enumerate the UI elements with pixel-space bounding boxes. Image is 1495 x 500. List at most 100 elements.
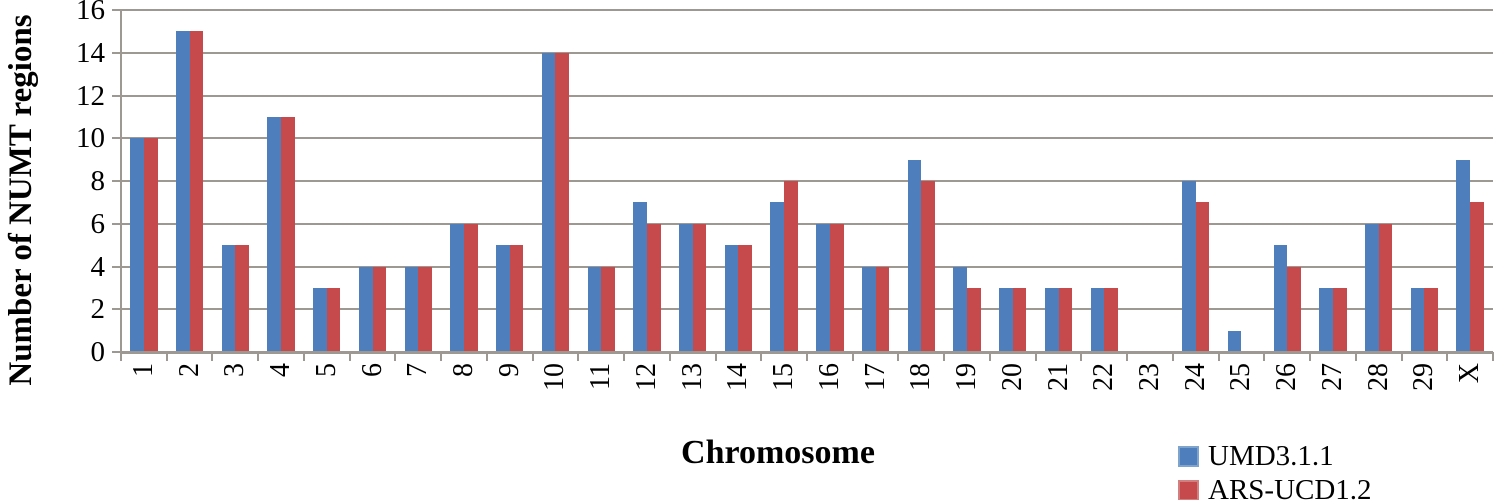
x-tick-17 [897, 352, 900, 361]
gridline-4 [121, 265, 1493, 268]
bar-umd311-chr16 [816, 223, 830, 352]
bar-umd311-chr29 [1410, 287, 1425, 352]
bar-arsucd12-chrx [1470, 202, 1484, 352]
y-tick-12 [112, 94, 121, 97]
x-tick-6 [394, 352, 397, 361]
y-tick-label-16: 16 [76, 0, 105, 26]
bar-umd311-chr15 [770, 202, 785, 352]
gridline-16 [121, 9, 1493, 11]
x-tick-label-x: X [1454, 363, 1486, 384]
y-tick-label-6: 6 [90, 207, 106, 240]
y-tick-2 [112, 308, 121, 311]
bar-umd311-chr4 [267, 116, 282, 352]
bar-umd311-chr27 [1319, 287, 1333, 352]
bar-umd311-chr12 [633, 202, 647, 352]
x-tick-label-11: 11 [585, 363, 617, 390]
bar-umd311-chr7 [404, 266, 419, 352]
bar-umd311-chr20 [999, 287, 1013, 352]
y-tick-label-8: 8 [90, 165, 106, 197]
x-tick-label-25: 25 [1225, 363, 1257, 391]
x-tick-9 [531, 352, 534, 361]
x-tick-3 [257, 352, 260, 361]
bar-umd311-chr2 [175, 31, 190, 352]
x-tick-label-23: 23 [1134, 363, 1165, 391]
x-tick-label-7: 7 [402, 363, 434, 377]
x-tick-0 [120, 352, 122, 361]
legend-label-umd311: UMD3.1.1 [1208, 440, 1334, 472]
y-tick-label-0: 0 [90, 336, 106, 368]
x-tick-label-3: 3 [219, 363, 251, 377]
gridline-14 [121, 51, 1493, 54]
x-tick-22 [1126, 352, 1129, 361]
gridline-10 [121, 137, 1493, 140]
bar-arsucd12-chr6 [372, 266, 387, 352]
bar-arsucd12-chr16 [829, 223, 844, 352]
x-tick-15 [806, 352, 808, 361]
bar-umd311-chr9 [496, 245, 510, 352]
x-tick-5 [348, 352, 351, 361]
x-tick-8 [485, 352, 488, 361]
x-tick-label-16: 16 [813, 363, 845, 391]
x-tick-label-13: 13 [676, 363, 708, 391]
x-tick-label-8: 8 [448, 363, 479, 377]
bar-umd311-chrx [1456, 159, 1471, 352]
x-tick-label-1: 1 [127, 363, 159, 377]
x-tick-label-27: 27 [1316, 363, 1348, 391]
x-tick-14 [760, 352, 763, 361]
y-tick-4 [112, 265, 121, 268]
bar-umd311-chr21 [1044, 287, 1059, 352]
legend-item-arsucd12: ARS-UCD1.2 [1178, 476, 1372, 500]
y-tick-14 [112, 51, 121, 54]
gridline-6 [121, 222, 1493, 225]
x-tick-label-15: 15 [768, 363, 800, 391]
bar-umd311-chr3 [221, 245, 236, 352]
bar-arsucd12-chr28 [1378, 223, 1393, 352]
bar-arsucd12-chr1 [143, 138, 158, 352]
bar-arsucd12-chr8 [464, 223, 478, 352]
x-tick-27 [1354, 352, 1357, 361]
bar-arsucd12-chr11 [601, 266, 615, 352]
x-tick-label-20: 20 [996, 363, 1028, 391]
y-tick-label-10: 10 [76, 122, 105, 155]
bar-umd311-chr17 [861, 266, 876, 352]
x-tick-label-18: 18 [905, 363, 937, 391]
x-tick-12 [668, 352, 671, 361]
gridline-12 [121, 94, 1493, 97]
bar-arsucd12-chr4 [281, 116, 295, 352]
bar-umd311-chr25 [1227, 330, 1242, 352]
bar-arsucd12-chr17 [875, 266, 890, 352]
x-tick-label-4: 4 [265, 363, 297, 377]
bar-umd311-chr13 [678, 223, 693, 352]
x-tick-label-28: 28 [1362, 363, 1394, 391]
x-tick-30 [1492, 352, 1494, 361]
x-tick-label-17: 17 [859, 363, 891, 391]
legend-swatch-red [1178, 479, 1199, 500]
bar-umd311-chr24 [1182, 181, 1196, 352]
x-tick-23 [1171, 352, 1174, 361]
y-tick-16 [112, 9, 121, 11]
bar-arsucd12-chr14 [738, 245, 753, 352]
y-tick-6 [112, 222, 121, 225]
legend-swatch-blue [1178, 445, 1199, 467]
x-tick-20 [1034, 352, 1037, 361]
bar-arsucd12-chr24 [1195, 202, 1210, 352]
x-tick-label-26: 26 [1271, 363, 1303, 391]
y-axis-line [120, 10, 122, 361]
bar-arsucd12-chr10 [555, 52, 570, 352]
x-tick-label-9: 9 [493, 363, 525, 377]
bar-arsucd12-chr3 [235, 245, 250, 352]
bar-arsucd12-chr26 [1287, 266, 1301, 352]
bar-arsucd12-chr22 [1104, 287, 1118, 352]
x-tick-label-14: 14 [722, 363, 754, 391]
bar-arsucd12-chr27 [1332, 287, 1347, 352]
x-tick-29 [1446, 352, 1449, 361]
y-tick-label-4: 4 [90, 250, 106, 283]
bar-umd311-chr8 [450, 223, 464, 352]
bar-umd311-chr1 [130, 138, 144, 352]
bar-arsucd12-chr29 [1424, 287, 1439, 352]
bar-umd311-chr18 [907, 159, 922, 352]
legend: UMD3.1.1 ARS-UCD1.2 [1178, 442, 1372, 500]
x-tick-label-24: 24 [1179, 363, 1211, 391]
bar-arsucd12-chr20 [1012, 287, 1027, 352]
x-tick-label-12: 12 [630, 363, 662, 391]
